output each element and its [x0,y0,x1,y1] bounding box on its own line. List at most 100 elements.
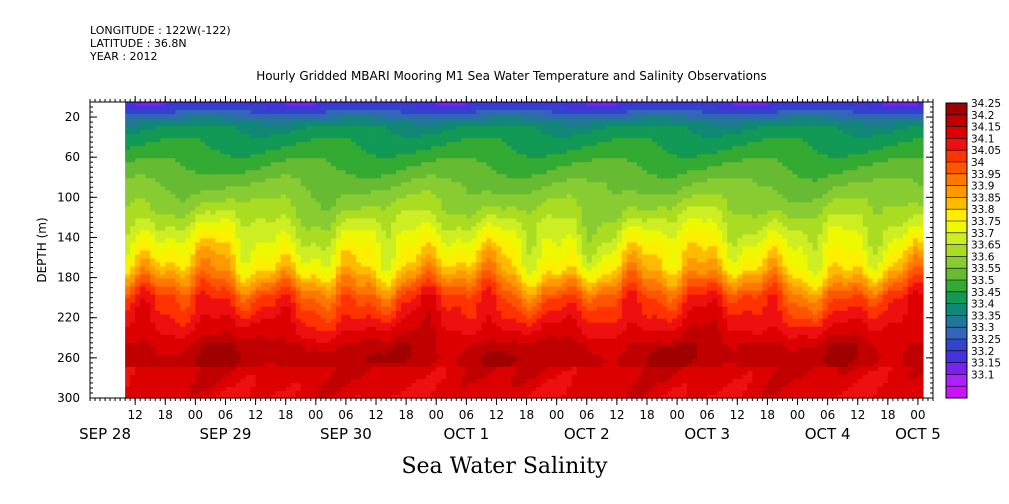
heatmap-cell [205,226,212,232]
heatmap-cell [200,330,207,336]
heatmap-cell [140,302,146,308]
heatmap-cell [270,374,277,380]
heatmap-cell [230,298,237,304]
heatmap-cell [210,290,217,296]
heatmap-cell [265,342,272,348]
heatmap-cell [285,394,292,399]
heatmap-cell [391,390,397,396]
heatmap-cell [280,394,287,399]
heatmap-cell [125,154,131,159]
heatmap-cell [125,254,131,260]
heatmap-cell [381,102,387,107]
heatmap-cell [190,378,196,384]
heatmap-cell [275,242,282,248]
heatmap-cell [215,114,222,119]
heatmap-cell [200,358,207,364]
heatmap-cell [295,210,302,215]
heatmap-cell [125,354,131,360]
heatmap-cell [180,266,186,272]
heatmap-cell [130,170,136,175]
heatmap-cell [195,390,201,396]
heatmap-cell [170,262,176,268]
heatmap-cell [320,294,327,300]
heatmap-cell [360,258,367,264]
heatmap-cell [250,302,257,308]
heatmap-cell [345,350,352,356]
heatmap-cell [200,186,207,191]
heatmap-cell [230,126,237,131]
heatmap-cell [220,122,227,127]
heatmap-cell [406,194,412,199]
heatmap-cell [315,250,322,256]
heatmap-cell [145,126,151,131]
heatmap-cell [220,150,227,155]
heatmap-cell [401,358,407,364]
heatmap-cell [295,362,302,368]
heatmap-cell [350,274,357,280]
heatmap-cell [431,182,437,187]
heatmap-cell [175,310,181,316]
heatmap-cell [160,118,166,123]
heatmap-cell [255,174,262,179]
heatmap-cell [371,158,377,163]
heatmap-cell [446,362,452,368]
heatmap-cell [290,150,297,155]
heatmap-cell [195,158,201,163]
heatmap-cell [275,162,282,167]
heatmap-cell [340,362,347,368]
heatmap-cell [225,310,232,316]
heatmap-cell [165,210,171,215]
heatmap-cell [135,318,141,324]
heatmap-cell [401,110,407,115]
heatmap-cell [230,114,237,119]
heatmap-cell [275,370,282,376]
heatmap-cell [165,258,171,264]
heatmap-cell [265,346,272,352]
heatmap-cell [391,246,397,252]
heatmap-cell [255,210,262,215]
heatmap-cell [140,254,146,260]
heatmap-cell [421,206,427,211]
heatmap-cell [190,230,196,236]
heatmap-cell [245,154,252,159]
heatmap-cell [345,254,352,260]
heatmap-cell [391,142,397,147]
heatmap-cell [220,226,227,232]
heatmap-cell [160,314,166,320]
heatmap-cell [205,270,212,276]
heatmap-cell [195,170,201,175]
heatmap-cell [205,250,212,256]
heatmap-cell [280,154,287,159]
heatmap-cell [275,126,282,131]
heatmap-cell [451,390,457,396]
heatmap-cell [371,286,377,292]
heatmap-cell [250,230,257,236]
heatmap-cell [205,142,212,147]
heatmap-cell [205,302,212,308]
heatmap-cell [426,186,432,191]
heatmap-cell [260,202,267,207]
heatmap-cell [365,130,372,135]
heatmap-cell [300,302,307,308]
heatmap-cell [280,218,287,223]
heatmap-cell [340,282,347,288]
heatmap-cell [280,130,287,135]
heatmap-cell [406,114,412,119]
heatmap-cell [185,274,191,280]
heatmap-cell [441,290,447,296]
heatmap-cell [150,186,156,191]
heatmap-cell [240,102,247,107]
heatmap-cell [305,358,312,364]
heatmap-cell [411,242,417,248]
heatmap-cell [180,106,186,111]
heatmap-cell [225,134,232,139]
heatmap-cell [290,202,297,207]
heatmap-cell [295,310,302,316]
heatmap-cell [230,182,237,187]
heatmap-cell [130,234,136,240]
heatmap-cell [260,278,267,284]
heatmap-cell [210,242,217,248]
heatmap-cell [140,306,146,312]
heatmap-cell [300,338,307,344]
heatmap-cell [255,238,262,244]
